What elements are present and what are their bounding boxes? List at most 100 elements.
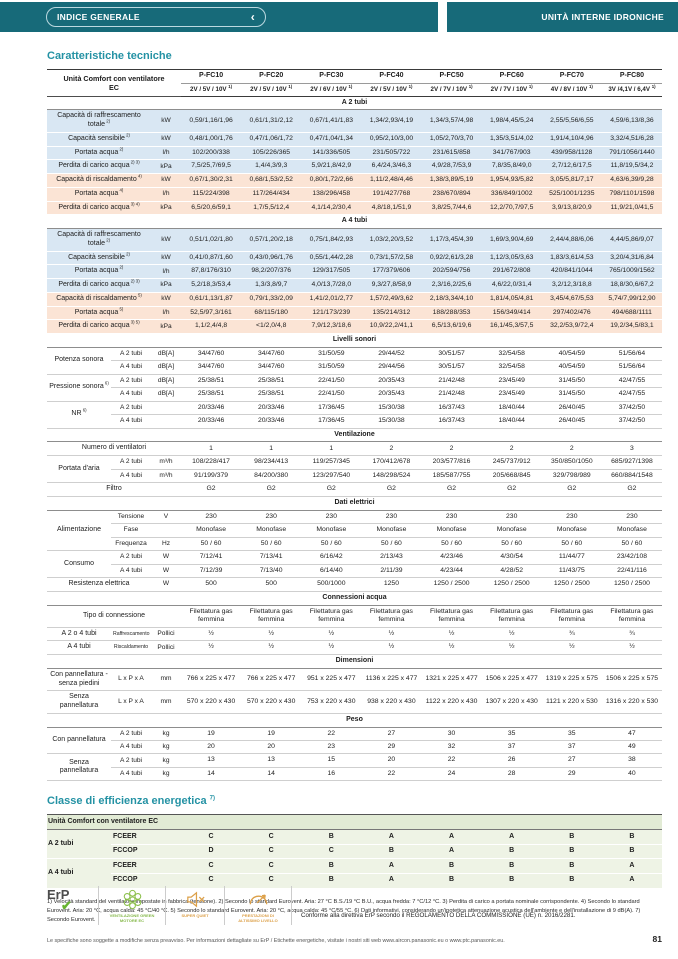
value-cell: 1506 x 225 x 477	[481, 668, 542, 692]
value-cell: Monofase	[181, 523, 242, 538]
value-cell: 22	[421, 753, 482, 768]
value-cell: 1,05/2,70/3,70	[421, 132, 482, 147]
erp-label: ErP	[47, 887, 70, 902]
value-cell: 439/958/1128	[541, 146, 602, 161]
model-name: P-FC20	[241, 69, 302, 84]
value-cell: 31/50/59	[301, 360, 362, 375]
value-cell: 123/297/540	[301, 469, 362, 484]
value-cell: 1,34/3,57/4,98	[421, 109, 482, 133]
super-quiet-caption: Super quiet	[181, 913, 209, 918]
value-cell: 951 x 225 x 477	[301, 668, 362, 692]
row-sublabel: A 2 tubi	[111, 374, 151, 389]
value-cell: ½	[301, 640, 362, 656]
row-label: Capacità di riscaldamento 5)	[47, 292, 151, 307]
value-cell: 0,59/1,16/1,96	[181, 109, 242, 133]
row-sublabel: A 2 tubi	[111, 753, 151, 768]
value-cell: 1,81/4,05/4,81	[481, 292, 542, 307]
value-cell: ½	[301, 627, 362, 642]
footnote-ref: 4)	[136, 173, 142, 179]
value-cell: Monofase	[361, 523, 422, 538]
value-cell: 121/173/239	[301, 306, 362, 321]
value-cell: 37/42/50	[601, 414, 662, 429]
row-label: Filtro	[47, 482, 181, 497]
row-label: A 4 tubi	[47, 640, 111, 656]
energy-class-cell: B	[481, 844, 542, 860]
row-sublabel: A 2 tubi	[111, 550, 151, 565]
value-cell: 1,91/4,10/4,96	[541, 132, 602, 147]
value-cell: 0,95/2,10/3,00	[361, 132, 422, 147]
row-label: Perdita di carico acqua 3) 5)	[47, 319, 151, 334]
top-header: INDICE GENERALE ‹ UNITÀ INTERNE IDRONICH…	[0, 2, 678, 32]
value-cell: 23/45/49	[481, 374, 542, 389]
value-cell: 51/56/64	[601, 347, 662, 362]
value-cell: 341/767/903	[481, 146, 542, 161]
row-sublabel: A 4 tubi	[111, 360, 151, 375]
value-cell: 11,8/19,5/34,2	[601, 159, 662, 174]
value-cell: 22	[301, 727, 362, 742]
value-cell: 20/33/46	[181, 414, 242, 429]
row-unit: l/h	[151, 264, 181, 279]
row-unit: kg	[151, 753, 181, 768]
value-cell: 115/224/398	[181, 187, 242, 202]
value-cell: G2	[361, 482, 422, 497]
row-sublabel: A 4 tubi	[111, 740, 151, 755]
spec-row: A 4 tubi kg 14 14 16 22 24 28 29 40	[47, 767, 662, 782]
section-banner-label: UNITÀ INTERNE IDRONICHE	[541, 12, 664, 22]
value-cell: ½	[481, 627, 542, 642]
value-cell: 0,61/1,13/1,87	[181, 292, 242, 307]
spec-row: Portata acqua 2) l/h 102/200/338 105/226/36…	[47, 146, 662, 161]
value-cell: 17/36/45	[301, 401, 362, 416]
value-cell: 500/1000	[301, 577, 362, 592]
footnote-ref: 1)	[468, 83, 473, 89]
value-cell: 2/13/43	[361, 550, 422, 565]
value-cell: 20	[361, 753, 422, 768]
value-cell: 1,57/2,49/3,62	[361, 292, 422, 307]
row-unit: l/h	[151, 146, 181, 161]
spec-row: Capacità sensibile 2) kW 0,48/1,00/1,76 0,4…	[47, 132, 662, 147]
energy-header-row: Unità Comfort con ventilatore EC	[47, 814, 662, 831]
energy-class-cell: B	[541, 858, 602, 874]
row-label: Con pannellatura	[47, 727, 111, 755]
value-cell: 1,41/2,01/2,77	[301, 292, 362, 307]
row-unit	[151, 414, 181, 429]
value-cell: 0,57/1,20/2,18	[241, 228, 302, 252]
value-cell: 135/214/312	[361, 306, 422, 321]
model-name: P-FC60	[481, 69, 542, 84]
value-cell: 22/41/50	[301, 387, 362, 402]
indice-generale-button[interactable]: INDICE GENERALE ‹	[46, 7, 266, 27]
row-label: Senza pannellatura	[47, 690, 111, 714]
value-cell: 2,3/16,2/25,6	[421, 278, 482, 293]
spec-row: Portata acqua 4) l/h 115/224/398 117/264/43…	[47, 187, 662, 202]
row-unit: l/h	[151, 187, 181, 202]
value-cell: 0,73/1,57/2,58	[361, 251, 422, 266]
value-cell: 7,9/12,3/18,6	[301, 319, 362, 334]
value-cell: 1,69/3,90/4,69	[481, 228, 542, 252]
row-unit: Pollici	[151, 640, 181, 656]
value-cell: 2/11/39	[361, 564, 422, 579]
section-row: Connessioni acqua	[47, 590, 662, 606]
value-cell: 23/45/49	[481, 387, 542, 402]
value-cell: ½	[181, 627, 242, 642]
energy-class-cell: A	[421, 844, 482, 860]
model-speeds: 2V / 5V / 10V 1)	[181, 83, 242, 97]
value-cell: 6/14/40	[301, 564, 362, 579]
footnote-ref: 2)	[105, 118, 111, 124]
row-unit: kPa	[151, 278, 181, 293]
row-unit: dB[A]	[151, 360, 181, 375]
row-sublabel: L x P x A	[111, 668, 151, 692]
value-cell: 25/38/51	[181, 387, 242, 402]
value-cell: 42/47/55	[601, 387, 662, 402]
energy-metric-label: FCEER	[111, 858, 181, 874]
footer-disclaimer: Le specifiche sono soggette a modifiche …	[47, 938, 505, 944]
value-cell: 22/41/116	[601, 564, 662, 579]
value-cell: 6,5/20,6/59,1	[181, 201, 242, 216]
value-cell: 938 x 220 x 430	[361, 690, 422, 714]
section-row: Peso	[47, 712, 662, 728]
row-label: Capacità di raffrescamento totale 2)	[47, 109, 151, 133]
energy-class-cell: C	[301, 844, 362, 860]
section-label: A 4 tubi	[47, 214, 662, 229]
value-cell: 141/336/505	[301, 146, 362, 161]
section-label: A 2 tubi	[47, 95, 662, 111]
energy-class-cell: B	[541, 829, 602, 845]
value-cell: 26/40/45	[541, 414, 602, 429]
